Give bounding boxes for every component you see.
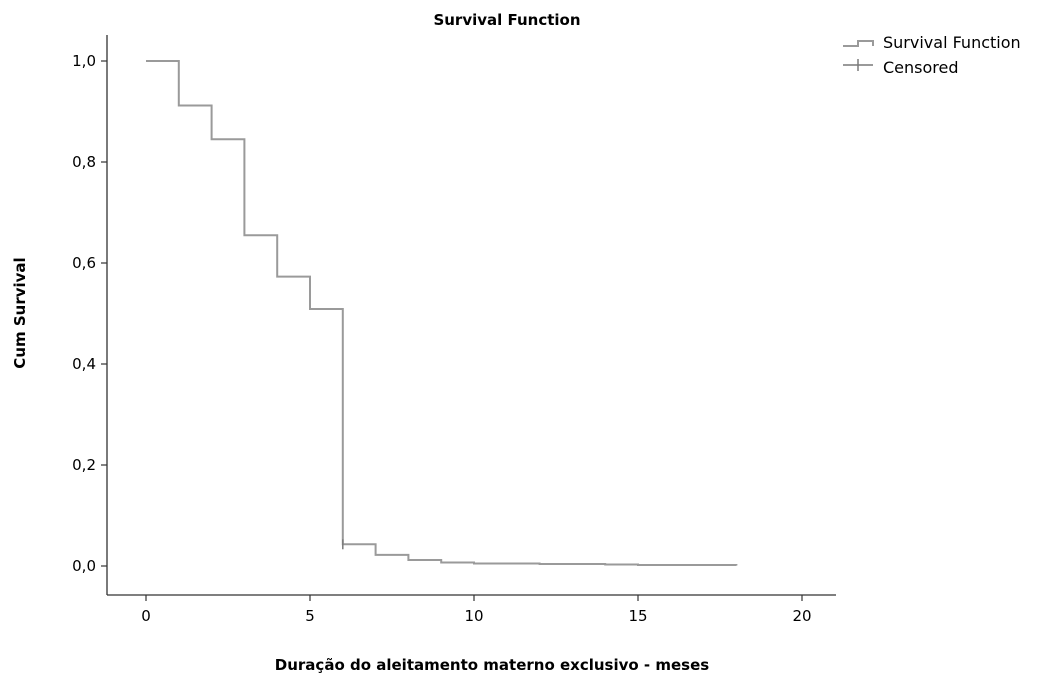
x-axis-label: Duração do aleitamento materno exclusivo… bbox=[275, 656, 709, 674]
y-ticks: 0,0 0,2 0,4 0,6 0,8 1,0 bbox=[72, 52, 107, 575]
y-tick-label: 0,0 bbox=[72, 557, 96, 575]
y-tick-label: 1,0 bbox=[72, 52, 96, 70]
y-tick-label: 0,8 bbox=[72, 153, 96, 171]
legend-label-censored: Censored bbox=[883, 58, 959, 77]
legend: Survival Function Censored bbox=[843, 33, 1021, 77]
x-ticks: 0 5 10 15 20 bbox=[141, 595, 812, 625]
y-axis-label: Cum Survival bbox=[11, 257, 29, 368]
legend-item-survival-function: Survival Function bbox=[843, 33, 1021, 52]
legend-item-censored: Censored bbox=[843, 58, 959, 77]
legend-label-survival-function: Survival Function bbox=[883, 33, 1021, 52]
survival-function-line bbox=[146, 60, 738, 566]
y-tick-label: 0,6 bbox=[72, 254, 96, 272]
y-tick-label: 0,4 bbox=[72, 355, 96, 373]
x-tick-label: 0 bbox=[141, 607, 151, 625]
chart-title: Survival Function bbox=[433, 11, 580, 29]
x-tick-label: 20 bbox=[792, 607, 811, 625]
x-tick-label: 10 bbox=[464, 607, 483, 625]
legend-step-swatch bbox=[843, 40, 874, 47]
y-tick-label: 0,2 bbox=[72, 456, 96, 474]
x-tick-label: 5 bbox=[305, 607, 315, 625]
x-tick-label: 15 bbox=[628, 607, 647, 625]
